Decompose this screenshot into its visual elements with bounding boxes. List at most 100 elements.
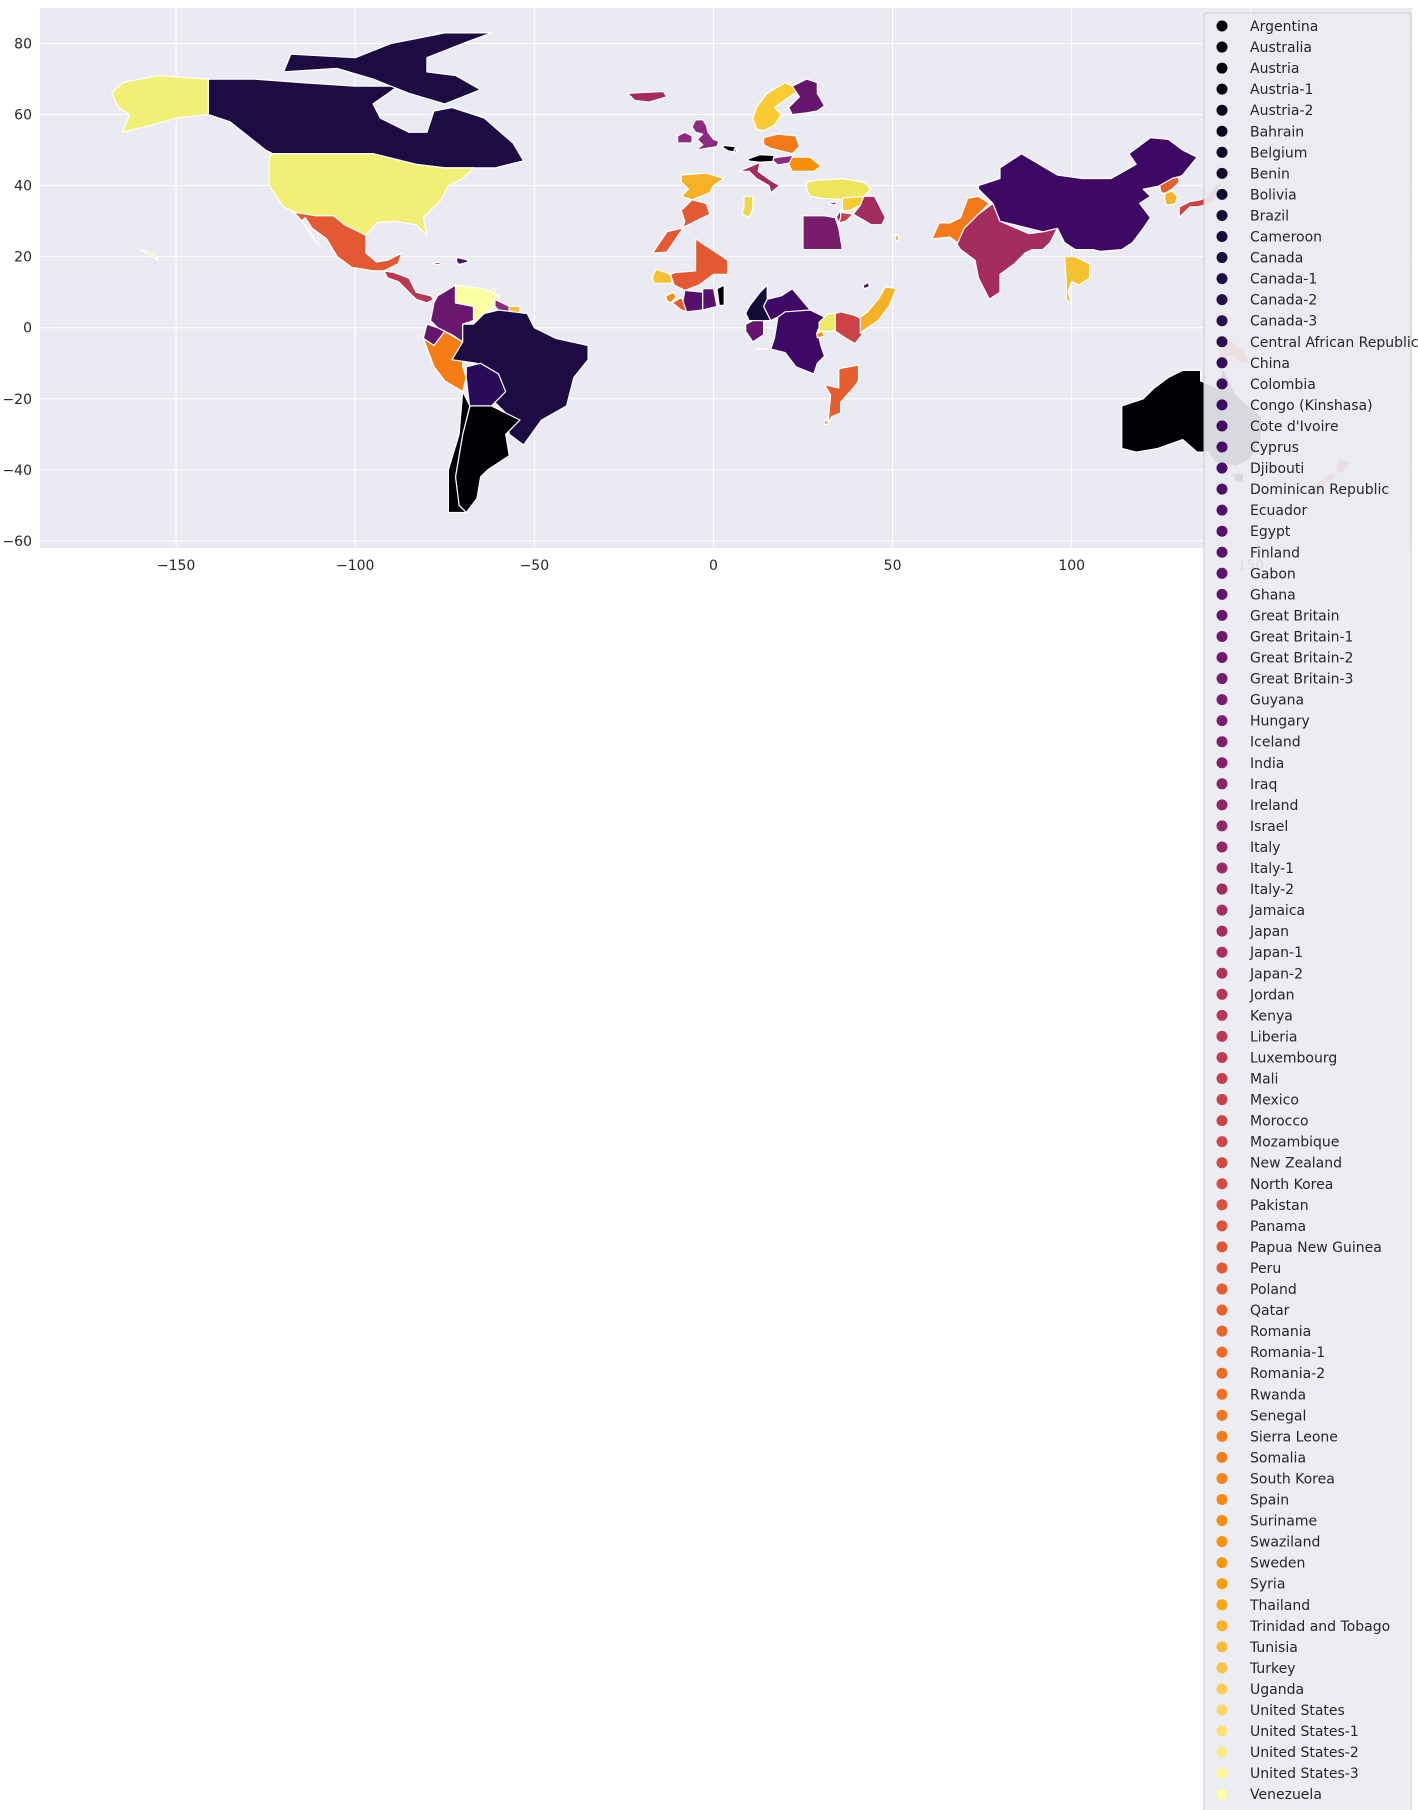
region-egypt [802, 215, 844, 251]
legend-label: Italy-2 [1250, 882, 1294, 898]
legend-marker [1216, 673, 1228, 685]
legend-label: Iceland [1250, 735, 1301, 751]
legend-label: Thailand [1249, 1598, 1310, 1614]
region-poland [762, 133, 801, 155]
legend-marker [1216, 546, 1228, 558]
legend-label: Sweden [1250, 1556, 1305, 1572]
legend-label: Liberia [1250, 1029, 1297, 1045]
legend-marker [1216, 146, 1228, 158]
region-austria [746, 154, 776, 163]
legend-label: Hungary [1250, 714, 1310, 730]
legend-marker [1216, 357, 1228, 369]
legend-label: Venezuela [1250, 1787, 1322, 1803]
legend-marker [1216, 694, 1228, 706]
region-sierra-leone [665, 291, 677, 304]
legend-label: Congo (Kinshasa) [1250, 398, 1373, 414]
legend-marker [1216, 62, 1228, 74]
y-tick-label: 80 [14, 37, 32, 53]
region-alaska [110, 74, 209, 133]
legend-label: Romania [1250, 1324, 1311, 1340]
legend-marker [1216, 1262, 1228, 1274]
region-spain [680, 172, 725, 201]
legend-marker [1216, 1030, 1228, 1042]
legend-label: Sierra Leone [1250, 1429, 1338, 1445]
legend-marker [1216, 1725, 1228, 1737]
legend-label: Japan-2 [1249, 966, 1303, 982]
legend-label: United States-3 [1250, 1766, 1359, 1782]
legend-marker [1216, 1704, 1228, 1716]
legend-marker [1216, 462, 1228, 474]
legend-marker [1216, 1220, 1228, 1232]
legend-label: North Korea [1250, 1177, 1333, 1193]
legend-label: Senegal [1250, 1408, 1306, 1424]
legend-label: Ghana [1250, 587, 1296, 603]
legend-marker [1216, 441, 1228, 453]
legend-label: South Korea [1250, 1471, 1335, 1487]
map-legend: Argentina Australia Austria Austria-1 Austri… [1203, 12, 1418, 1810]
legend-marker [1216, 1346, 1228, 1358]
region-hawaii [139, 249, 159, 261]
legend-label: Turkey [1249, 1661, 1296, 1677]
legend-marker [1216, 1641, 1228, 1653]
legend-marker [1216, 1746, 1228, 1758]
region-cote-d-ivoire [682, 289, 704, 313]
legend-marker [1216, 820, 1228, 832]
legend-label: Poland [1250, 1282, 1297, 1298]
region-mozambique [823, 364, 860, 424]
legend-label: Spain [1250, 1493, 1289, 1509]
legend-marker [1216, 525, 1228, 537]
legend-marker [1216, 1136, 1228, 1148]
legend-marker [1216, 757, 1228, 769]
legend-label: Great Britain-3 [1250, 672, 1353, 688]
region-syria [841, 195, 865, 212]
legend-label: New Zealand [1250, 1156, 1342, 1172]
x-tick-label: 100 [1058, 558, 1085, 574]
region-iraq [852, 195, 887, 226]
legend-label: Belgium [1250, 145, 1307, 161]
legend-marker [1216, 483, 1228, 495]
legend-label: Papua New Guinea [1250, 1240, 1382, 1256]
legend-marker [1216, 946, 1228, 958]
legend-label: Ireland [1250, 798, 1298, 814]
legend-label: Canada-3 [1250, 314, 1317, 330]
legend-marker [1216, 904, 1228, 916]
legend-marker [1216, 1494, 1228, 1505]
x-tick-label: 0 [709, 558, 718, 574]
legend-label: Jordan [1249, 987, 1295, 1003]
legend-marker [1216, 1094, 1228, 1106]
region-swaziland [823, 419, 829, 425]
region-dominican-republic [456, 256, 470, 266]
legend-marker [1216, 167, 1228, 179]
region-south-korea [1164, 190, 1179, 207]
x-tick-label: 50 [884, 558, 902, 574]
legend-label: Djibouti [1250, 461, 1304, 477]
legend-items: Argentina Australia Austria Austria-1 Austri… [1216, 19, 1418, 1803]
legend-marker [1216, 504, 1228, 516]
legend-label: Somalia [1250, 1450, 1306, 1466]
legend-label: Kenya [1250, 1008, 1293, 1024]
legend-marker [1216, 41, 1228, 53]
legend-label: Dominican Republic [1250, 482, 1389, 498]
legend-marker [1216, 1051, 1228, 1063]
region-north-korea [1158, 176, 1180, 194]
legend-label: Australia [1250, 40, 1312, 56]
legend-marker [1216, 1472, 1228, 1484]
legend-label: Cameroon [1250, 230, 1322, 246]
legend-marker [1216, 609, 1228, 621]
legend-label: United States-1 [1250, 1724, 1359, 1740]
legend-label: Guyana [1250, 693, 1304, 709]
legend-marker [1216, 378, 1228, 390]
legend-label: United States [1250, 1703, 1345, 1719]
region-finland [788, 78, 826, 116]
y-tick-label: 40 [14, 179, 32, 195]
legend-label: Israel [1250, 819, 1288, 835]
legend-label: Jamaica [1249, 903, 1305, 919]
legend-marker [1216, 883, 1228, 895]
legend-marker [1216, 252, 1228, 264]
region-djibouti [862, 281, 870, 290]
legend-label: United States-2 [1250, 1745, 1359, 1761]
legend-label: Japan [1249, 924, 1289, 940]
region-chile [447, 391, 471, 514]
legend-marker [1216, 209, 1228, 221]
legend-marker [1216, 104, 1228, 116]
